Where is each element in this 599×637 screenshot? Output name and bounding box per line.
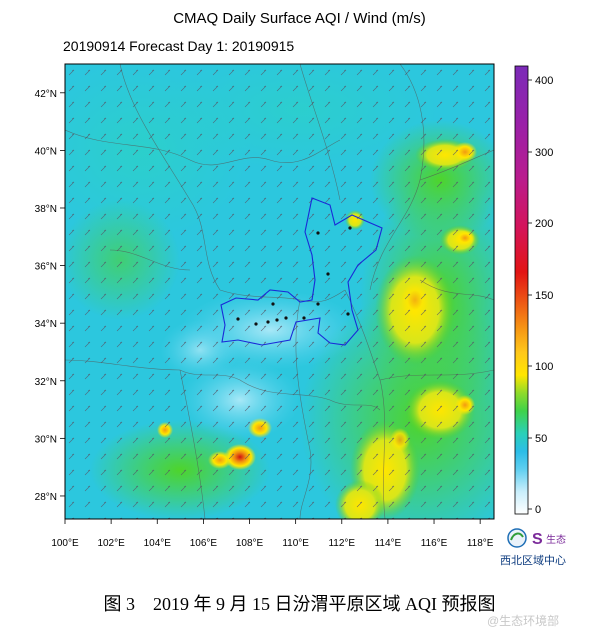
colorbar-label: 400	[535, 75, 553, 87]
colorbar-label: 150	[535, 290, 553, 302]
lat-tick-label: 38°N	[35, 204, 57, 215]
lat-tick-label: 30°N	[35, 434, 57, 445]
lat-tick-label: 32°N	[35, 377, 57, 388]
colorbar-label: 300	[535, 147, 553, 159]
aqi-map: 42°N40°N38°N36°N34°N32°N30°N28°N 100°E 10…	[35, 63, 553, 549]
colorbar-label: 200	[535, 218, 553, 230]
svg-text:S: S	[532, 531, 543, 548]
colorbar	[514, 65, 529, 515]
colorbar-labels: 400 300 200 150 100 50 0	[528, 75, 553, 516]
lon-tick-label: 110°E	[282, 538, 309, 549]
figure-caption: 图 3 2019 年 9 月 15 日汾渭平原区域 AQI 预报图	[103, 594, 496, 614]
colorbar-label: 0	[535, 504, 541, 516]
aqi-field	[65, 64, 494, 519]
watermark: @生态环境部	[487, 614, 560, 628]
lat-tick-label: 28°N	[35, 492, 57, 503]
chart-subtitle: 20190914 Forecast Day 1: 20190915	[63, 38, 295, 54]
chart-title: CMAQ Daily Surface AQI / Wind (m/s)	[173, 10, 426, 27]
city-markers	[236, 226, 352, 326]
lat-tick-label: 34°N	[35, 319, 57, 330]
latitude-axis: 42°N 40°N 38°N 36°N 34°N 32°N 30°N 28°N	[35, 89, 65, 503]
lat-tick-label: 36°N	[35, 262, 57, 273]
lon-tick-label: 118°E	[467, 538, 494, 549]
longitude-axis: 100°E 102°E 104°E 106°E 108°E 110°E 112°E 114°E…	[51, 519, 494, 549]
lat-tick-label: 42°N	[35, 89, 57, 100]
colorbar-label: 50	[535, 433, 547, 445]
logo-label: 西北区域中心	[500, 555, 566, 567]
logo-icon: S 生态	[507, 528, 566, 548]
colorbar-label: 100	[535, 361, 553, 373]
lon-tick-label: 106°E	[190, 538, 218, 549]
lon-tick-label: 100°E	[51, 538, 79, 549]
lon-tick-label: 114°E	[375, 538, 402, 549]
lon-tick-label: 102°E	[97, 538, 125, 549]
lon-tick-label: 116°E	[421, 538, 448, 549]
fenwei-plain-outline	[220, 197, 383, 346]
lon-tick-label: 112°E	[328, 538, 355, 549]
lon-tick-label: 104°E	[144, 538, 172, 549]
map-frame	[64, 63, 495, 520]
lat-tick-label: 40°N	[35, 146, 57, 157]
svg-text:生态: 生态	[546, 533, 566, 546]
lon-tick-label: 108°E	[236, 538, 264, 549]
